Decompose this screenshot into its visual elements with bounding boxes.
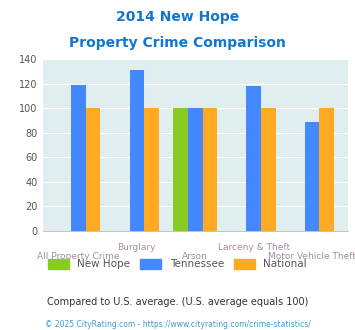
Legend: New Hope, Tennessee, National: New Hope, Tennessee, National [44, 255, 311, 274]
Bar [188, 109, 203, 231]
Bar [86, 109, 100, 231]
Bar [203, 109, 217, 231]
Bar [144, 109, 159, 231]
Bar [130, 70, 144, 231]
Text: Arson: Arson [182, 252, 208, 261]
Text: Larceny & Theft: Larceny & Theft [218, 243, 290, 251]
Text: © 2025 CityRating.com - https://www.cityrating.com/crime-statistics/: © 2025 CityRating.com - https://www.city… [45, 320, 310, 329]
Bar [173, 109, 188, 231]
Bar [246, 86, 261, 231]
Text: Compared to U.S. average. (U.S. average equals 100): Compared to U.S. average. (U.S. average … [47, 297, 308, 307]
Bar [261, 109, 275, 231]
Bar [71, 85, 86, 231]
Text: Motor Vehicle Theft: Motor Vehicle Theft [268, 252, 355, 261]
Bar [305, 122, 320, 231]
Text: Burglary: Burglary [118, 243, 156, 251]
Bar [320, 109, 334, 231]
Text: Property Crime Comparison: Property Crime Comparison [69, 36, 286, 50]
Text: 2014 New Hope: 2014 New Hope [116, 10, 239, 24]
Text: All Property Crime: All Property Crime [37, 252, 120, 261]
